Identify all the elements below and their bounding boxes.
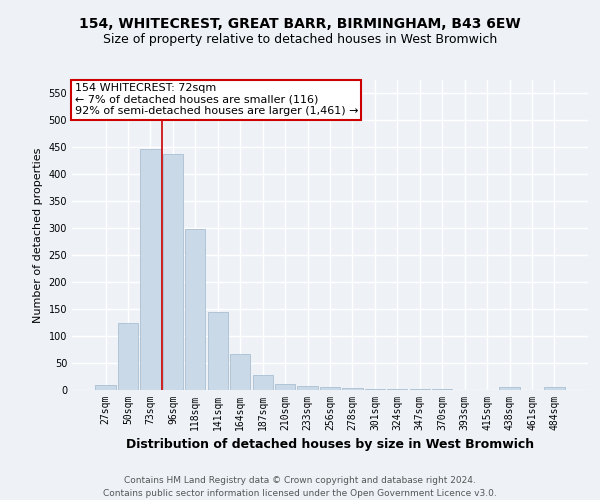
Text: 154 WHITECREST: 72sqm
← 7% of detached houses are smaller (116)
92% of semi-deta: 154 WHITECREST: 72sqm ← 7% of detached h… — [74, 83, 358, 116]
Bar — [95, 384, 116, 390]
Bar — [544, 388, 565, 390]
Bar — [298, 386, 317, 390]
Text: Contains HM Land Registry data © Crown copyright and database right 2024.
Contai: Contains HM Land Registry data © Crown c… — [103, 476, 497, 498]
Bar — [253, 376, 273, 390]
Bar — [343, 388, 362, 390]
Bar — [185, 230, 205, 390]
Bar — [163, 154, 183, 390]
Bar — [499, 388, 520, 390]
Bar — [140, 149, 161, 390]
Bar — [208, 312, 228, 390]
Bar — [320, 388, 340, 390]
Text: 154, WHITECREST, GREAT BARR, BIRMINGHAM, B43 6EW: 154, WHITECREST, GREAT BARR, BIRMINGHAM,… — [79, 18, 521, 32]
Bar — [275, 384, 295, 390]
X-axis label: Distribution of detached houses by size in West Bromwich: Distribution of detached houses by size … — [126, 438, 534, 452]
Text: Size of property relative to detached houses in West Bromwich: Size of property relative to detached ho… — [103, 32, 497, 46]
Bar — [230, 354, 250, 390]
Bar — [118, 322, 138, 390]
Y-axis label: Number of detached properties: Number of detached properties — [33, 148, 43, 322]
